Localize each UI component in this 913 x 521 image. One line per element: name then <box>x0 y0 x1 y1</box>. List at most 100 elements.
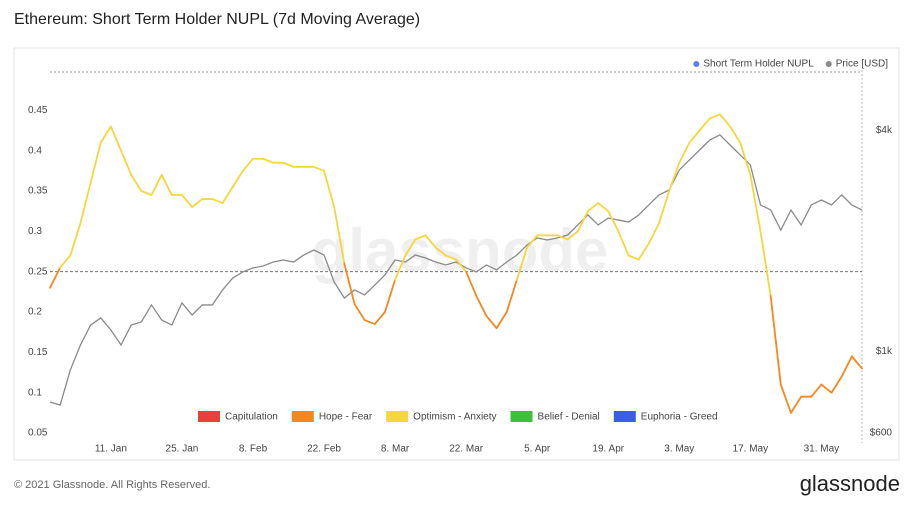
nupl-segment <box>120 149 133 176</box>
x-tick-label: 11. Jan <box>95 444 127 455</box>
y-tick-label: 0.15 <box>28 347 48 358</box>
nupl-segment <box>576 210 589 233</box>
nupl-segment <box>211 198 224 205</box>
zone-label: Optimism - Anxiety <box>413 412 496 423</box>
footer: © 2021 Glassnode. All Rights Reserved. <box>14 479 210 491</box>
price-line <box>49 134 863 406</box>
legend-label: Price [USD] <box>836 59 888 70</box>
nupl-segment <box>434 246 447 257</box>
y2-tick-label: $600 <box>870 428 893 439</box>
nupl-segment <box>221 186 234 205</box>
nupl-segment <box>110 125 122 152</box>
nupl-segment <box>343 262 356 305</box>
y-tick-label: 0.1 <box>28 387 42 398</box>
nupl-segment <box>49 266 62 289</box>
nupl-segment <box>779 383 792 414</box>
nupl-segment <box>749 173 762 233</box>
nupl-segment <box>516 246 528 281</box>
nupl-segment <box>394 254 407 281</box>
watermark: glassnode <box>312 217 609 284</box>
nupl-segment <box>790 395 802 414</box>
nupl-segment <box>566 230 579 241</box>
nupl-segment <box>820 383 833 394</box>
nupl-segment <box>444 254 457 261</box>
x-tick-label: 19. Apr <box>592 444 624 455</box>
nupl-segment <box>668 161 681 192</box>
nupl-segment <box>373 311 386 326</box>
nupl-segment <box>810 383 823 398</box>
nupl-segment <box>262 157 275 164</box>
x-tick-label: 8. Feb <box>239 444 268 455</box>
nupl-segment <box>637 242 650 261</box>
nupl-segment <box>130 173 143 192</box>
y-tick-label: 0.4 <box>28 145 42 156</box>
nupl-segment <box>241 157 254 172</box>
x-tick-label: 5. Apr <box>524 444 551 455</box>
x-tick-label: 3. May <box>664 444 694 455</box>
nupl-segment <box>282 161 295 168</box>
nupl-segment <box>759 230 772 297</box>
nupl-segment <box>698 117 711 132</box>
chart-title: Ethereum: Short Term Holder NUPL (7d Mov… <box>14 11 420 28</box>
nupl-segment <box>99 125 112 144</box>
nupl-segment <box>485 315 498 330</box>
nupl-segment <box>658 190 671 225</box>
zone-label: Capitulation <box>225 412 278 423</box>
nupl-segment <box>526 234 539 249</box>
nupl-segment <box>597 202 610 213</box>
nupl-segment <box>465 270 478 297</box>
nupl-segment <box>617 230 630 257</box>
nupl-segment <box>404 238 417 257</box>
nupl-segment <box>323 169 336 209</box>
y-tick-label: 0.3 <box>28 226 42 237</box>
nupl-segment <box>59 254 72 269</box>
nupl-segment <box>708 113 721 120</box>
nupl-segment <box>384 278 397 313</box>
nupl-segment <box>769 294 782 386</box>
y-tick-label: 0.2 <box>28 307 42 318</box>
nupl-segment <box>363 319 376 326</box>
nupl-segment <box>160 173 173 196</box>
x-tick-label: 8. Mar <box>381 444 410 455</box>
zone-label: Hope - Fear <box>319 412 373 423</box>
nupl-segment <box>312 165 325 172</box>
zone-swatch <box>198 411 220 422</box>
nupl-segment <box>424 234 437 249</box>
zone-label: Belief - Denial <box>538 412 600 423</box>
nupl-segment <box>739 141 752 176</box>
y2-tick-label: $4k <box>876 125 893 136</box>
logo: glassnode <box>800 471 900 496</box>
nupl-segment <box>678 141 691 164</box>
x-tick-label: 17. May <box>733 444 769 455</box>
nupl-segment <box>505 278 518 313</box>
nupl-segment <box>840 355 853 378</box>
y2-tick-label: $1k <box>876 346 893 357</box>
nupl-segment <box>850 355 863 370</box>
nupl-segment <box>69 222 82 257</box>
nupl-segment <box>495 311 508 330</box>
zone-label: Euphoria - Greed <box>641 412 718 423</box>
zone-swatch <box>510 411 533 422</box>
y-tick-label: 0.25 <box>28 266 48 277</box>
legend-label: Short Term Holder NUPL <box>703 59 814 70</box>
legend-dot <box>693 61 700 67</box>
nupl-segment <box>79 182 92 225</box>
x-tick-label: 22. Mar <box>449 444 484 455</box>
nupl-segment <box>150 173 163 196</box>
y-tick-label: 0.35 <box>28 186 48 197</box>
nupl-segment <box>475 294 488 317</box>
nupl-segment <box>688 129 701 144</box>
y-tick-label: 0.05 <box>28 428 48 439</box>
nupl-segment <box>556 234 569 241</box>
zone-swatch <box>613 411 636 422</box>
nupl-segment <box>231 169 244 188</box>
y-tick-label: 0.45 <box>28 105 48 116</box>
legend-dot <box>825 61 832 67</box>
zone-swatch <box>291 411 314 422</box>
x-tick-label: 25. Jan <box>166 444 199 455</box>
chart-frame <box>13 47 900 461</box>
nupl-segment <box>181 194 194 209</box>
nupl-segment <box>333 206 346 265</box>
nupl-segment <box>647 222 660 245</box>
nupl-segment <box>729 125 742 144</box>
